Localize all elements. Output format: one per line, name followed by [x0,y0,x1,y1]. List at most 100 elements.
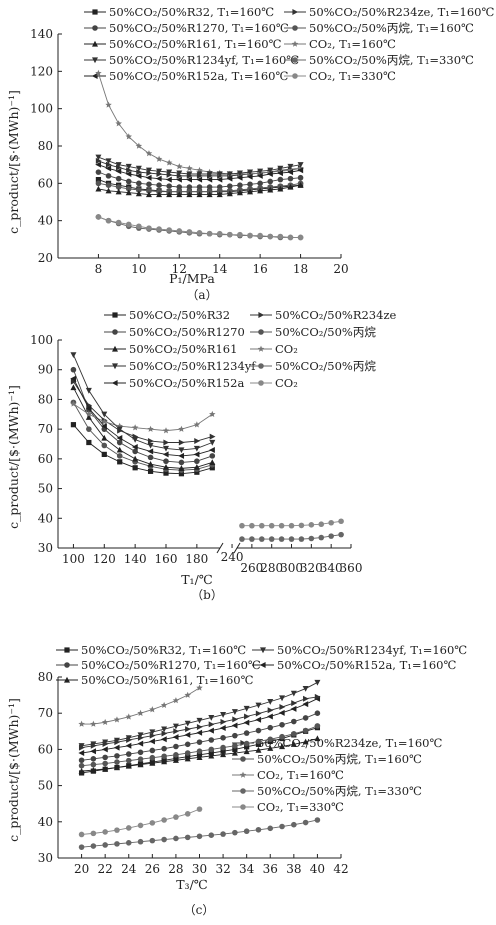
data-point [247,169,254,176]
x-tick-label: 36 [263,862,278,876]
data-point [166,171,173,178]
legend-entry: CO₂ [275,376,298,390]
data-point [196,806,203,812]
data-point [102,829,108,835]
x-tick-label: 160 [155,552,178,566]
y-tick-label: 40 [38,815,53,829]
data-point [239,536,245,542]
data-point [90,830,97,837]
data-point [86,439,92,446]
data-point [146,170,153,177]
data-point [135,190,142,197]
data-point [125,825,132,831]
data-point [209,433,216,440]
data-point [244,744,250,750]
data-point [258,536,265,542]
data-point [288,522,295,529]
axis-break-mark [216,542,224,554]
data-point [146,181,152,188]
data-point [162,451,169,458]
data-point [237,231,243,238]
data-point [277,176,284,183]
data-point [95,185,102,192]
data-point [90,761,97,768]
series-line-6 [73,354,213,451]
data-point [255,741,262,747]
data-point [186,229,193,235]
y-tick-label: 90 [38,363,53,377]
data-point [116,439,123,446]
data-point [176,172,183,179]
data-point [78,744,85,751]
axes-a: 20 40 60 80 100 120 140 8 10 12 14 16 18 20 [30,27,349,276]
legend-marker [258,380,264,386]
data-point [173,743,179,750]
data-point [338,531,344,538]
data-point [291,731,297,737]
data-point [145,167,152,174]
data-point [135,172,142,179]
data-point [163,445,169,452]
data-point [101,451,107,457]
data-point [149,738,155,745]
x-tick-label: 10 [131,262,146,276]
legend-marker [92,40,98,47]
legend-entry: 50%CO₂/50%R234ze, T₁=160℃ [257,736,442,750]
data-point [243,705,250,712]
legend-marker [260,647,266,654]
data-point [149,729,156,736]
data-point [70,384,77,391]
data-point [302,685,309,692]
data-point [173,728,180,735]
x-tick-label: 40 [310,862,325,876]
data-point [194,438,201,445]
data-point [149,706,156,713]
data-point [156,168,163,175]
data-point [156,191,163,198]
data-point [137,822,144,829]
y-tick-label: 40 [38,511,53,525]
data-point [176,170,183,177]
data-point [231,709,238,715]
legend-marker [64,647,70,653]
data-point [236,174,243,181]
legend-marker [292,57,298,63]
chart-panel-a: 50%CO₂/50%R32, T₁=160℃ 50%CO₂/50%R234ze, … [6,5,494,302]
data-point [220,748,226,754]
data-point [126,736,132,743]
data-point [257,187,264,194]
data-point [70,400,77,407]
data-point [113,744,120,751]
data-point [85,387,92,394]
series-line-7 [81,687,200,725]
data-point [178,425,185,432]
legend-entry: 50%CO₂/50%丙烷, T₁=160℃ [257,752,422,766]
data-point [267,178,274,185]
data-point [314,817,321,823]
data-point [155,155,163,162]
data-point [232,716,239,723]
data-point [105,217,112,224]
legend-entry: CO₂, T₁=160℃ [309,37,396,51]
y-tick-label: 80 [38,670,53,684]
legend-entry: 50%CO₂/50%丙烷, T₁=330℃ [257,784,422,798]
legend-marker [92,25,98,31]
data-point [314,679,321,686]
data-point [267,186,274,193]
y-tick-label: 120 [30,64,53,78]
data-point [101,718,109,725]
data-point [136,169,143,176]
data-point [173,835,179,842]
data-point [247,188,254,195]
data-point [166,183,172,189]
data-point [287,163,294,170]
legend-entry: 50%CO₂/50%R1234yf [129,359,256,373]
data-point [314,723,321,729]
data-point [255,826,262,833]
data-point [173,814,179,820]
data-point [132,448,138,455]
data-point [136,180,142,187]
data-point [102,740,109,747]
legend-marker [240,804,246,810]
data-point [102,760,108,767]
